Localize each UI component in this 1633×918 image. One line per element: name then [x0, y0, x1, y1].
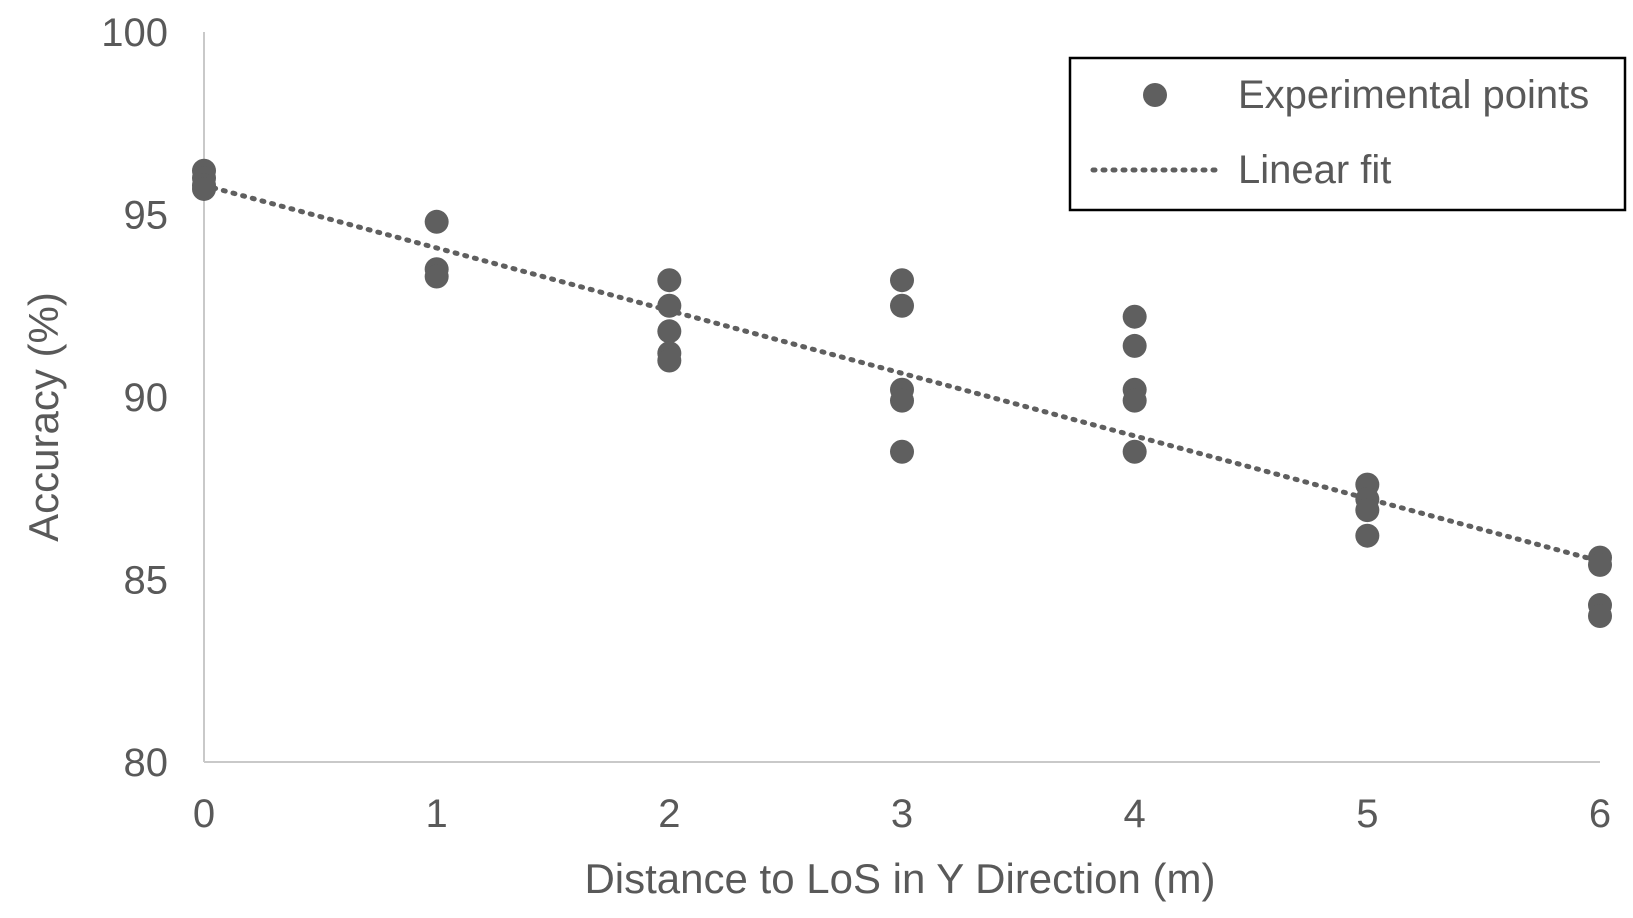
data-point [657, 293, 682, 318]
x-axis-title: Distance to LoS in Y Direction (m) [584, 855, 1215, 902]
y-tick-label: 95 [124, 194, 169, 238]
data-point [890, 268, 914, 293]
x-tick-label: 0 [193, 792, 215, 836]
data-point [890, 293, 914, 318]
x-tick-label: 5 [1356, 792, 1378, 836]
data-point [424, 264, 449, 289]
data-point [1122, 304, 1147, 329]
data-point [1122, 388, 1147, 413]
y-tick-label: 100 [101, 11, 168, 55]
legend: Experimental points Linear fit [1068, 56, 1627, 212]
legend-label-linear-fit: Linear fit [1238, 148, 1391, 192]
x-tick-label: 3 [891, 792, 913, 836]
y-tick-label: 90 [124, 376, 169, 420]
y-tick-label: 85 [124, 559, 169, 603]
linear-fit-series [201, 182, 1603, 564]
plot-area [203, 32, 1600, 763]
x-tick-label: 1 [426, 792, 448, 836]
data-point [1122, 333, 1147, 358]
data-point [1355, 498, 1380, 523]
experimental-points-series [192, 158, 1612, 628]
data-point [890, 388, 914, 413]
legend-box [1068, 56, 1627, 212]
data-point [192, 176, 216, 201]
linear-fit-line [201, 182, 1603, 564]
legend-marker-experimental-points [1143, 83, 1167, 107]
data-point [890, 439, 914, 464]
y-axis-title: Accuracy (%) [20, 292, 67, 542]
x-tick-label: 4 [1124, 792, 1146, 836]
data-point [1588, 604, 1612, 628]
data-point [657, 268, 682, 293]
y-tick-label: 80 [124, 741, 169, 785]
data-point [657, 348, 682, 373]
x-tick-label: 2 [658, 792, 680, 836]
x-tick-label: 6 [1589, 792, 1611, 836]
data-point [657, 319, 682, 344]
data-point [1122, 439, 1147, 464]
x-tick-labels: 0 1 2 3 4 5 6 [193, 792, 1611, 836]
data-point [1588, 552, 1612, 577]
data-point [1355, 523, 1380, 548]
legend-label-experimental-points: Experimental points [1238, 73, 1589, 117]
data-point [424, 209, 449, 234]
y-tick-labels: 80 85 90 95 100 [101, 11, 168, 785]
